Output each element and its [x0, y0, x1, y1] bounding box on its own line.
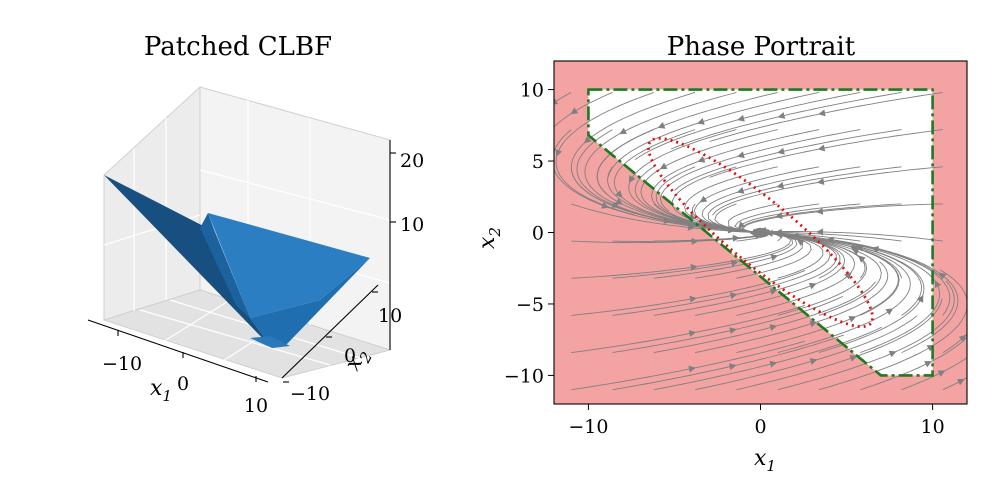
surface-chart: Patched CLBF: [87, 32, 424, 417]
streamline-arrow: [816, 178, 825, 185]
y-axis-label: x2: [475, 227, 504, 249]
streamline: [860, 336, 967, 391]
x-tick-label: 10: [244, 395, 268, 417]
surface-face-front: [215, 232, 370, 348]
streamline-arrow: [848, 315, 857, 323]
streamline-arrow: [888, 350, 897, 358]
streamline-arrow: [858, 255, 866, 263]
streamline-arrow: [737, 114, 745, 122]
streamline-arrow: [615, 190, 623, 198]
streamline-arrow: [937, 370, 946, 377]
streamline-arrow: [728, 363, 737, 371]
streamline-arrow: [769, 324, 778, 331]
streamline-arrow: [809, 320, 818, 328]
y-tick-label: −10: [504, 365, 544, 387]
plot-area: [554, 61, 967, 404]
streamlines: [554, 91, 967, 391]
y-tick-label: 5: [532, 151, 544, 173]
streamline-arrow: [737, 151, 745, 159]
axis-ticks: −10 0 10 −10 −5 0 5 10: [504, 80, 945, 438]
streamline: [942, 333, 967, 353]
streamline-arrow: [826, 236, 835, 244]
surface-face-ridge: [200, 213, 250, 318]
streamline-arrow: [555, 149, 563, 157]
surface-face-bottom: [250, 336, 290, 348]
streamline-arrow: [688, 365, 696, 373]
y-tick-label: 10: [520, 80, 544, 102]
streamline: [554, 92, 572, 104]
streamline-arrow: [791, 232, 799, 240]
streamline-arrow: [938, 272, 947, 280]
streamline-arrow: [818, 109, 826, 117]
y-tick-label: −5: [516, 294, 544, 316]
streamline-arrow: [615, 198, 623, 205]
streamline-arrow: [688, 330, 697, 337]
streamline-arrow: [583, 136, 592, 144]
streamline-arrow: [817, 144, 826, 152]
streamline-arrow: [619, 127, 628, 135]
x-tick-label: 0: [177, 373, 189, 395]
streamline-arrow: [737, 221, 746, 229]
streamline-arrow: [916, 294, 924, 303]
surface-face-back: [208, 213, 370, 318]
streamline-arrow: [924, 361, 932, 368]
y-tick-label: −10: [290, 383, 330, 405]
streamline-arrow: [816, 228, 824, 236]
streamline-arrow: [659, 162, 668, 170]
streamline-arrow: [699, 195, 708, 203]
y-tick-label: 10: [378, 305, 402, 327]
streamline-arrow: [729, 292, 738, 300]
streamline-arrow: [691, 237, 699, 245]
streamline-arrow: [777, 147, 785, 155]
surface-face-steep: [104, 175, 272, 348]
streamline: [695, 261, 889, 354]
streamline-arrow: [815, 207, 824, 215]
safe-set-boundary: [587, 88, 934, 377]
y-tick-label: 0: [532, 223, 544, 245]
streamline-arrow: [844, 272, 852, 280]
x-tick-label: −10: [102, 353, 142, 375]
streamline-arrow: [808, 282, 817, 290]
z-tick-label: 10: [400, 214, 424, 236]
phase-title: Phase Portrait: [667, 32, 856, 62]
streamline-arrow: [689, 295, 697, 303]
streamline-arrow: [809, 358, 818, 365]
x-tick-label: 10: [920, 416, 944, 438]
x-tick-label: −10: [568, 416, 608, 438]
x-tick-label: 0: [754, 416, 766, 438]
phase-portrait-chart: Phase Portrait −10 0 10 −10 −5 0 5 10 x1 x2: [475, 32, 968, 475]
z-tick-label: 20: [400, 150, 424, 172]
streamline-arrow: [570, 107, 579, 115]
streamline-arrow: [697, 156, 706, 163]
x-axis-label: x1: [754, 446, 776, 475]
surface-title: Patched CLBF: [144, 32, 332, 62]
clbf-surface: [104, 175, 370, 348]
streamline-arrow: [934, 280, 942, 289]
streamline-arrow: [730, 259, 739, 267]
streamline-arrow: [958, 334, 967, 343]
streamline-arrow: [885, 308, 894, 316]
axis-lines: [87, 140, 396, 383]
streamline-arrow: [628, 175, 636, 184]
streamline-arrow: [769, 288, 778, 295]
streamline-arrow: [736, 187, 745, 194]
y-tick-label: 0: [344, 345, 356, 367]
streamline-arrow: [849, 354, 858, 362]
streamline-arrow: [956, 378, 965, 386]
x-axis-label: x1: [150, 376, 172, 405]
streamline-arrow: [777, 112, 786, 119]
streamline-arrow: [657, 122, 666, 129]
invariant-ellipse: [647, 136, 874, 329]
streamline-arrow: [697, 118, 705, 125]
streamline-arrow: [729, 327, 737, 335]
streamline-arrow: [770, 254, 779, 261]
streamline-arrow: [776, 181, 785, 189]
streamline-arrow: [769, 360, 778, 368]
